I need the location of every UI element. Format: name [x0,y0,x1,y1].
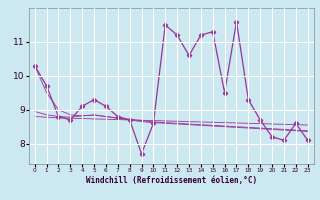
X-axis label: Windchill (Refroidissement éolien,°C): Windchill (Refroidissement éolien,°C) [86,176,257,185]
